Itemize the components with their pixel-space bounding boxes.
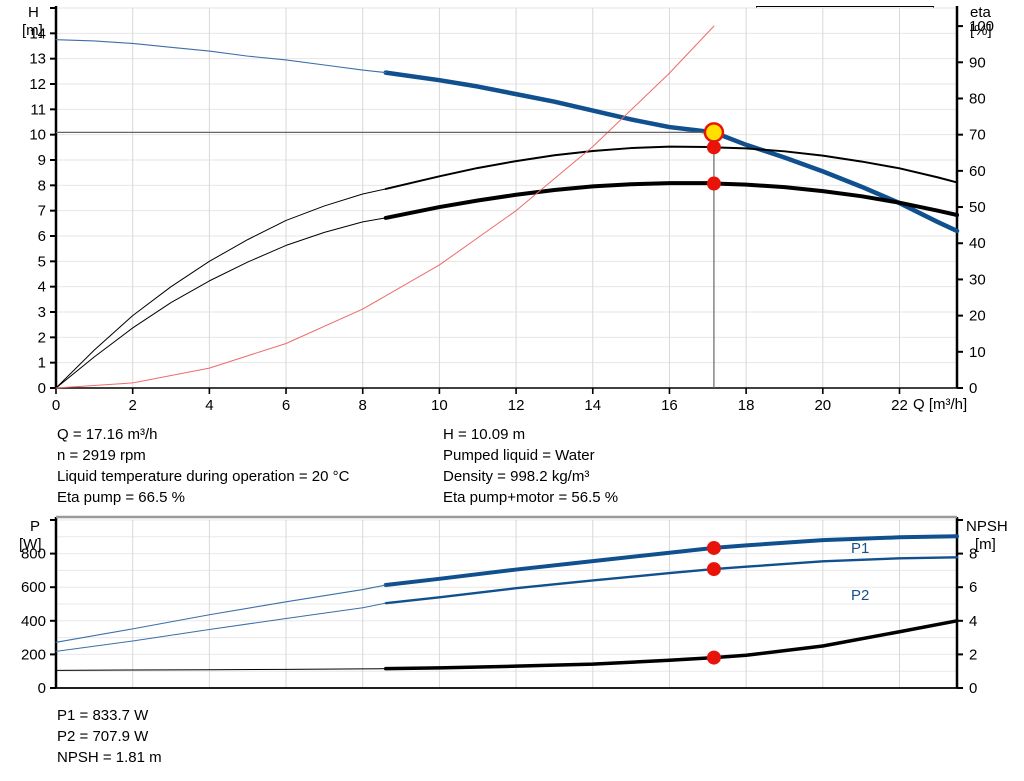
head-efficiency-chart: 14 13 12 11 10 9 8 7 6 5 4 3 2 1 0 100 90 80 70 60 50 40 30 20 1… [22,4,994,414]
duty-marker-eta-pump [706,140,721,155]
x-axis-tick-label: 2 [129,397,137,414]
x-axis-tick-label: 18 [738,397,755,414]
right-axis-tick-label: 20 [969,308,986,325]
left-axis-tick-label: 0 [38,680,46,697]
upper-info-left: Q = 17.16 m³/h n = 2919 rpm Liquid tempe… [57,424,349,508]
right-axis-tick-label: 70 [969,127,986,144]
info-head: H = 10.09 m [443,426,526,443]
right-axis-tick-label: 0 [969,380,977,397]
x-axis-tick-label: 10 [431,397,448,414]
lower-info-block: P1 = 833.7 W P2 = 707.9 W NPSH = 1.81 m [57,705,162,768]
x-axis-tick-label: 14 [584,397,601,414]
right-axis-tick-label: 40 [969,235,986,252]
curve-system-duty-curve [55,25,715,389]
curve-npsh-extension [55,668,387,671]
head-efficiency-plot: 1413121110987654321010090807060504030201… [29,6,994,414]
info-liquid-temperature: Liquid temperature during operation = 20… [57,468,350,485]
curve-npsh-duty-range [383,619,959,671]
left-axis-tick-label: 13 [29,51,46,68]
left-axis-tick-label: 8 [38,177,46,194]
info-density: Density = 998.2 kg/m³ [443,468,590,485]
right-axis-tick-label: 90 [969,54,986,71]
info-eta-pump: Eta pump = 66.5 % [57,489,185,506]
left-axis-tick-label: 800 [21,546,46,563]
left-axis-tick-label: 9 [38,152,46,169]
right-axis-tick-label: 10 [969,344,986,361]
left-axis-tick-label: 3 [38,304,46,321]
info-pumped-liquid: Pumped liquid = Water [443,447,595,464]
left-axis-tick-label: 0 [38,380,46,397]
lower-left-axis-unit-w: [W] [19,536,42,553]
curve-p2-extension [55,602,387,652]
right-axis-tick-label: 50 [969,199,986,216]
left-axis-tick-label: 11 [30,101,46,118]
curve-p2-duty-range [384,556,959,605]
upper-left-axis-unit-m: [m] [22,22,43,39]
right-axis-tick-label: 4 [969,613,977,630]
curve-h-head-extension [55,39,387,74]
left-axis-tick-label: 4 [38,279,46,296]
lower-right-axis-title-npsh: NPSH [966,518,1008,535]
upper-left-axis-title-h: H [28,4,39,21]
right-axis-tick-label: 80 [969,90,986,107]
right-axis-tick-label: 6 [969,579,977,596]
curve-eta-pump-extension [55,188,387,389]
right-axis-tick-label: 60 [969,163,986,180]
x-axis-tick-label: 6 [282,397,290,414]
lower-left-axis-title-p: P [30,518,41,535]
curve-p1-extension [55,584,387,643]
duty-marker-npsh [706,650,721,665]
left-axis-tick-label: 1 [38,355,46,372]
x-axis-tick-label: 8 [359,397,367,414]
curve-label-p1: P1 [851,540,870,557]
x-axis-tick-label: 4 [205,397,213,414]
info-p2: P2 = 707.9 W [57,728,149,745]
x-axis-tick-label: 12 [508,397,525,414]
left-axis-tick-label: 12 [29,76,46,93]
curve-eta-pump-motor-extension [55,217,387,389]
info-flow-rate: Q = 17.16 m³/h [57,426,158,443]
left-axis-tick-label: 2 [38,329,46,346]
upper-right-axis-title-eta: eta [970,4,991,21]
duty-marker-p2 [706,562,721,577]
right-axis-tick-label: 0 [969,680,977,697]
left-axis-tick-label: 5 [38,253,46,270]
x-axis-tick-label: 16 [661,397,678,414]
info-speed: n = 2919 rpm [57,447,146,464]
upper-right-axis-unit-percent: [%] [970,22,992,39]
left-axis-tick-label: 600 [21,579,46,596]
left-axis-tick-label: 7 [38,203,46,220]
x-axis-tick-label: 20 [814,397,831,414]
right-axis-tick-label: 2 [969,646,977,663]
upper-x-axis-title-q: Q [m³/h] [913,396,968,413]
duty-marker-eta-pump-motor [706,176,721,191]
lower-right-axis-unit-m: [m] [975,536,996,553]
left-axis-tick-label: 10 [29,127,46,144]
info-p1: P1 = 833.7 W [57,707,149,724]
info-eta-pump-motor: Eta pump+motor = 56.5 % [443,489,619,506]
right-axis-tick-label: 30 [969,271,986,288]
left-axis-tick-label: 6 [38,228,46,245]
right-axis-tick-label: 100 [969,18,994,35]
left-axis-tick-label: 400 [21,613,46,630]
x-axis-tick-label: 0 [52,397,60,414]
power-npsh-chart: 800 600 400 200 0 8 6 4 2 0 P [W] NPSH [m] P1 P2 [0,515,1024,700]
upper-info-right: H = 10.09 m Pumped liquid = Water Densit… [443,424,618,508]
info-npsh: NPSH = 1.81 m [57,749,162,766]
power-npsh-plot: 800 600 400 200 0 8 6 4 2 0 [21,515,977,697]
x-axis-tick-label: 22 [891,397,908,414]
left-axis-tick-label: 14 [29,25,46,42]
duty-marker-p1 [706,540,721,555]
curve-label-p2: P2 [851,587,870,604]
right-axis-tick-label: 8 [969,546,977,563]
curve-p1-duty-range [383,534,959,588]
left-axis-tick-label: 200 [21,646,46,663]
duty-point-marker [703,122,725,143]
